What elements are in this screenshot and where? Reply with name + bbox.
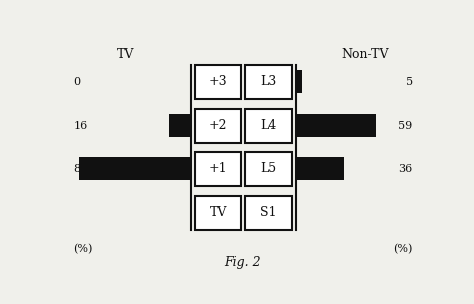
Text: TV: TV [117, 48, 134, 61]
Bar [79, 157, 191, 181]
Text: L5: L5 [260, 162, 276, 175]
Text: +3: +3 [209, 75, 228, 88]
Text: +1: +1 [209, 162, 228, 175]
Text: 0: 0 [73, 77, 80, 87]
Bar [195, 152, 241, 186]
Text: Fig. 2: Fig. 2 [225, 256, 261, 269]
Text: Non-TV: Non-TV [342, 48, 389, 61]
Text: L4: L4 [260, 119, 277, 132]
Text: TV: TV [210, 206, 227, 219]
Bar [296, 70, 302, 93]
Bar [195, 65, 241, 99]
Bar [169, 114, 191, 137]
Text: 59: 59 [399, 121, 413, 131]
Bar [245, 196, 292, 230]
Text: (%): (%) [73, 244, 92, 254]
Bar [245, 152, 292, 186]
Bar [245, 109, 292, 143]
Bar [195, 109, 241, 143]
Text: 16: 16 [73, 121, 87, 131]
Text: S1: S1 [260, 206, 277, 219]
Text: (%): (%) [393, 244, 413, 254]
Bar [195, 196, 241, 230]
Text: +2: +2 [209, 119, 228, 132]
Text: 36: 36 [399, 164, 413, 174]
Bar [296, 157, 345, 181]
Text: L3: L3 [260, 75, 277, 88]
Text: 5: 5 [406, 77, 413, 87]
Bar [296, 114, 375, 137]
Bar [245, 65, 292, 99]
Text: 83: 83 [73, 164, 87, 174]
